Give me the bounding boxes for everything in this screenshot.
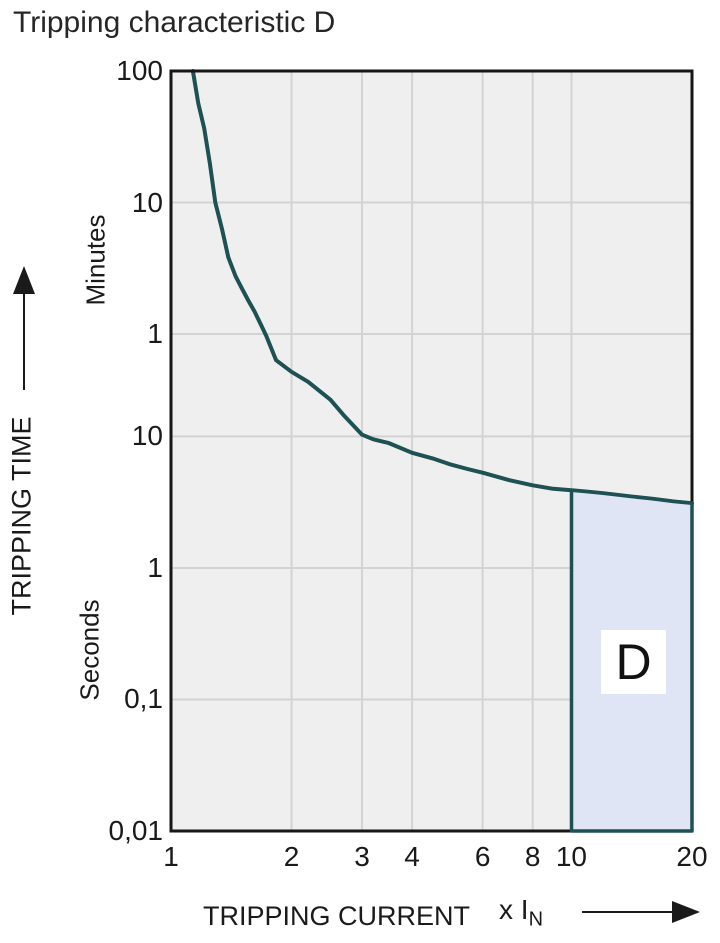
right-arrow-icon [582, 901, 700, 923]
x-unit-sub: N [528, 908, 544, 931]
y-tick-label: 0,01 [108, 815, 164, 846]
x-tick-label: 2 [283, 841, 300, 872]
x-tick-label: 8 [524, 841, 541, 872]
y-tick-label: 1 [147, 551, 163, 583]
x-tick-label: 3 [354, 841, 370, 872]
x-axis-title: TRIPPING CURRENT [203, 901, 471, 931]
region-d-label: D [601, 630, 666, 694]
up-arrow-icon [13, 266, 35, 390]
x-tick-label: 6 [474, 841, 491, 872]
y-tick-label: 100 [116, 55, 163, 86]
y-tick-label: 10 [131, 420, 163, 452]
y-tick-label: 10 [131, 186, 163, 218]
y-tick-label: 1 [147, 318, 163, 350]
plot-frame [169, 69, 694, 833]
x-tick-label: 1 [163, 841, 179, 872]
chart-title: Tripping characteristic D [13, 6, 336, 39]
y-unit-minutes-label: Minutes [80, 214, 111, 306]
x-tick-label: 4 [404, 841, 420, 872]
x-axis-unit: x IN [499, 894, 543, 932]
x-tick-label: 10 [555, 841, 588, 872]
y-axis-title: TRIPPING TIME [6, 416, 37, 616]
y-tick-label: 0,1 [124, 683, 163, 715]
x-unit-main: x I [499, 894, 529, 925]
y-unit-seconds-label: Seconds [74, 599, 105, 701]
x-tick-label: 20 [676, 841, 708, 872]
